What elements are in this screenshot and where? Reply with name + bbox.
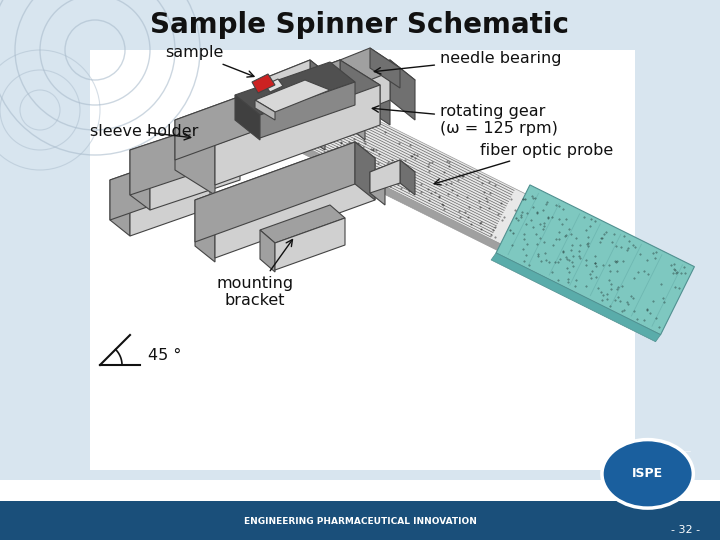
Polygon shape <box>295 70 390 115</box>
Polygon shape <box>370 48 400 88</box>
Polygon shape <box>215 85 380 185</box>
Polygon shape <box>252 74 275 93</box>
Polygon shape <box>295 70 360 130</box>
Text: sample: sample <box>165 45 254 77</box>
Polygon shape <box>215 158 375 258</box>
Polygon shape <box>496 185 694 335</box>
Polygon shape <box>110 152 210 196</box>
Polygon shape <box>195 200 215 262</box>
Text: needle bearing: needle bearing <box>374 51 562 74</box>
Polygon shape <box>175 60 340 160</box>
Text: Sample Spinner Schematic: Sample Spinner Schematic <box>150 11 570 39</box>
Text: ENGINEERING PHARMACEUTICAL INNOVATION: ENGINEERING PHARMACEUTICAL INNOVATION <box>243 516 477 525</box>
Polygon shape <box>195 142 355 242</box>
Polygon shape <box>340 60 380 125</box>
Text: sleeve holder: sleeve holder <box>90 125 199 140</box>
Bar <box>0 501 720 540</box>
Polygon shape <box>310 60 335 120</box>
Polygon shape <box>275 218 345 270</box>
Polygon shape <box>255 80 330 112</box>
Polygon shape <box>260 205 345 243</box>
Polygon shape <box>340 60 390 120</box>
Polygon shape <box>340 60 415 100</box>
Polygon shape <box>130 120 220 195</box>
Polygon shape <box>265 79 283 92</box>
Polygon shape <box>235 95 260 140</box>
Polygon shape <box>310 48 400 92</box>
Polygon shape <box>297 93 672 317</box>
Polygon shape <box>175 60 380 145</box>
Text: fiber optic probe: fiber optic probe <box>434 143 613 185</box>
Circle shape <box>602 440 693 508</box>
Polygon shape <box>360 70 390 125</box>
Text: rotating gear
(ω = 125 rpm): rotating gear (ω = 125 rpm) <box>372 104 558 136</box>
Bar <box>0 0 720 480</box>
Polygon shape <box>260 230 275 272</box>
Text: - 32 -: - 32 - <box>671 525 700 535</box>
Polygon shape <box>110 152 190 220</box>
Polygon shape <box>310 72 340 110</box>
Text: mounting
bracket: mounting bracket <box>217 240 294 308</box>
Polygon shape <box>355 142 375 200</box>
Polygon shape <box>195 142 375 216</box>
Polygon shape <box>491 253 660 342</box>
Polygon shape <box>294 143 647 323</box>
Polygon shape <box>130 150 150 210</box>
Polygon shape <box>340 80 365 140</box>
Text: 45 °: 45 ° <box>148 348 181 362</box>
Polygon shape <box>110 180 130 236</box>
Bar <box>90 50 635 470</box>
Polygon shape <box>370 172 385 205</box>
Polygon shape <box>235 62 355 115</box>
Polygon shape <box>370 160 415 184</box>
Polygon shape <box>260 60 310 120</box>
Polygon shape <box>295 95 325 150</box>
Text: ISPE: ISPE <box>632 467 663 481</box>
Polygon shape <box>400 160 415 195</box>
Polygon shape <box>390 60 415 120</box>
Polygon shape <box>150 135 240 210</box>
Polygon shape <box>130 120 240 165</box>
Polygon shape <box>260 80 285 140</box>
Polygon shape <box>260 60 335 100</box>
Polygon shape <box>255 100 275 120</box>
Polygon shape <box>175 120 215 195</box>
Polygon shape <box>370 160 400 193</box>
Polygon shape <box>260 82 355 138</box>
Polygon shape <box>130 168 210 236</box>
